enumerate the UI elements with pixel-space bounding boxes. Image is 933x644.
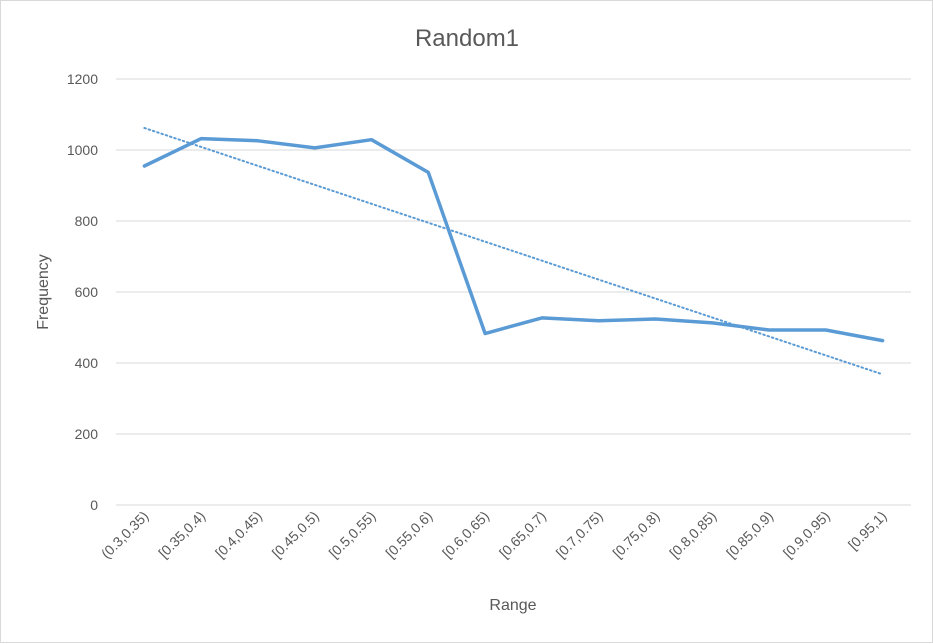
x-tick-label: [0.45,0.5) [269, 508, 322, 561]
x-tick-label: [0.75,0.8) [609, 508, 662, 561]
x-tick-label: [0.55,0.6) [382, 508, 435, 561]
x-tick-label: [0.6,0.65) [439, 508, 492, 561]
x-tick-label: [0.9,0.95) [780, 508, 833, 561]
x-tick-label: [0.5,0.55) [326, 508, 379, 561]
x-tick-label: [0.35,0.4) [155, 508, 208, 561]
x-axis-title: Range [489, 597, 536, 614]
y-tick-label: 1000 [67, 142, 98, 158]
chart-title: Random1 [415, 25, 519, 52]
x-tick-label: [0.85,0.9) [723, 508, 776, 561]
y-tick-label: 400 [75, 355, 99, 371]
x-tick-label: [0.7,0.75) [553, 508, 606, 561]
series-line [144, 139, 882, 341]
y-tick-label: 200 [75, 426, 99, 442]
trendline-layer [144, 128, 882, 374]
series-layer [144, 139, 882, 341]
y-tick-label: 0 [90, 497, 98, 513]
y-axis-title: Frequency [35, 254, 52, 330]
gridlines [116, 79, 911, 505]
x-tick-label: [0.95,1) [845, 508, 890, 553]
y-axis-tick-labels: 0 200 400 600 800 1000 1200 [67, 71, 98, 513]
y-tick-label: 800 [75, 213, 99, 229]
x-axis-tick-labels: (0.3,0.35)[0.35,0.4)[0.4,0.45)[0.45,0.5)… [98, 508, 890, 562]
y-tick-label: 1200 [67, 71, 98, 87]
x-tick-label: [0.8,0.85) [666, 508, 719, 561]
x-tick-label: (0.3,0.35) [98, 508, 152, 562]
x-tick-label: [0.65,0.7) [496, 508, 549, 561]
trendline [144, 128, 882, 374]
x-tick-label: [0.4,0.45) [212, 508, 265, 561]
y-tick-label: 600 [75, 284, 99, 300]
